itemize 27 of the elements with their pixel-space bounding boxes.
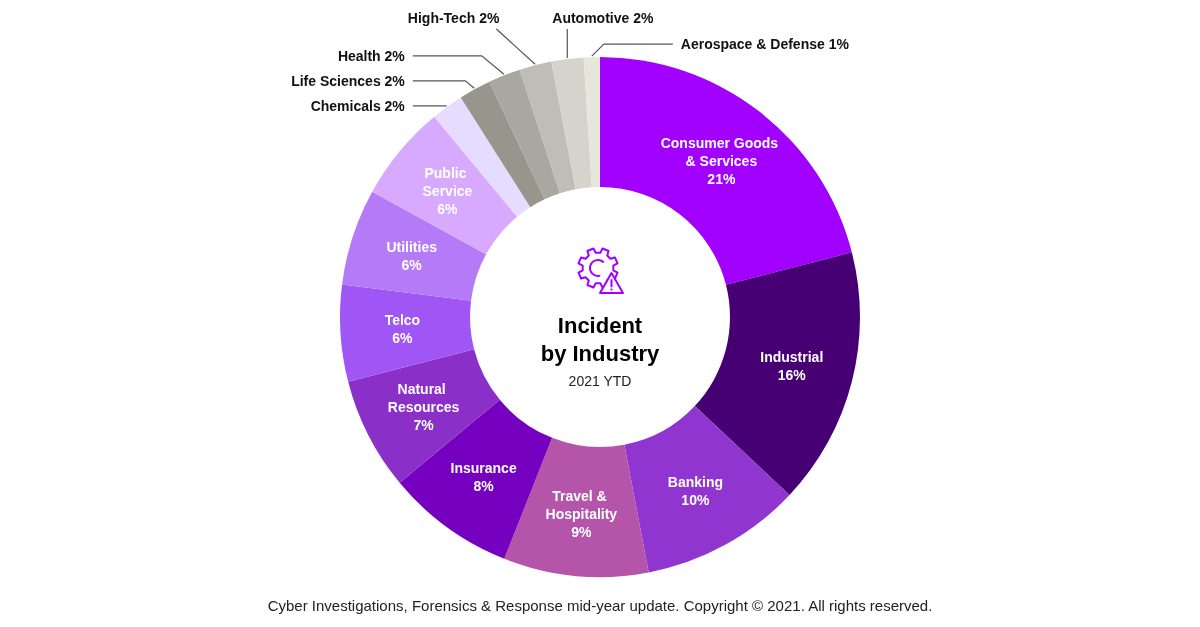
text: 2021 YTD — [568, 373, 632, 389]
slice-label: Natural Resources — [387, 380, 460, 415]
data-label: 6% — [437, 200, 459, 217]
data-label: 7% — [413, 416, 435, 433]
slice-label: Aerospace & Defense 1% — [680, 36, 850, 53]
slice-label: Telco — [384, 312, 421, 329]
slice-label: Travel & Hospitality — [545, 488, 618, 523]
slice-label: Industrial — [760, 349, 824, 366]
data-label: 6% — [401, 256, 423, 273]
slice-label: Health 2% — [337, 47, 406, 64]
slice-label: Chemicals 2% — [310, 97, 406, 114]
slice-label: Public Service — [422, 164, 473, 199]
data-label: 21% — [707, 170, 736, 187]
slice-label: Consumer Goods & Services — [660, 134, 783, 169]
data-label: 9% — [571, 524, 593, 541]
data-label: 16% — [777, 367, 807, 384]
slice-label: Automotive 2% — [552, 10, 654, 26]
text: Incident by Industry — [540, 312, 661, 366]
data-label: 10% — [681, 491, 710, 508]
text: Cyber Investigations, Forensics & Response mid-year update. Copyright © 2021. All rights reserved. — [267, 597, 933, 614]
slice-label: High-Tech 2% — [407, 10, 500, 26]
slice-label: Utilities — [386, 238, 438, 255]
slice-label: Banking — [667, 473, 723, 490]
data-label: 6% — [392, 330, 414, 347]
data-label: 8% — [473, 478, 495, 495]
slice-label: Insurance — [450, 460, 517, 477]
slice-label: Life Sciences 2% — [291, 72, 406, 89]
